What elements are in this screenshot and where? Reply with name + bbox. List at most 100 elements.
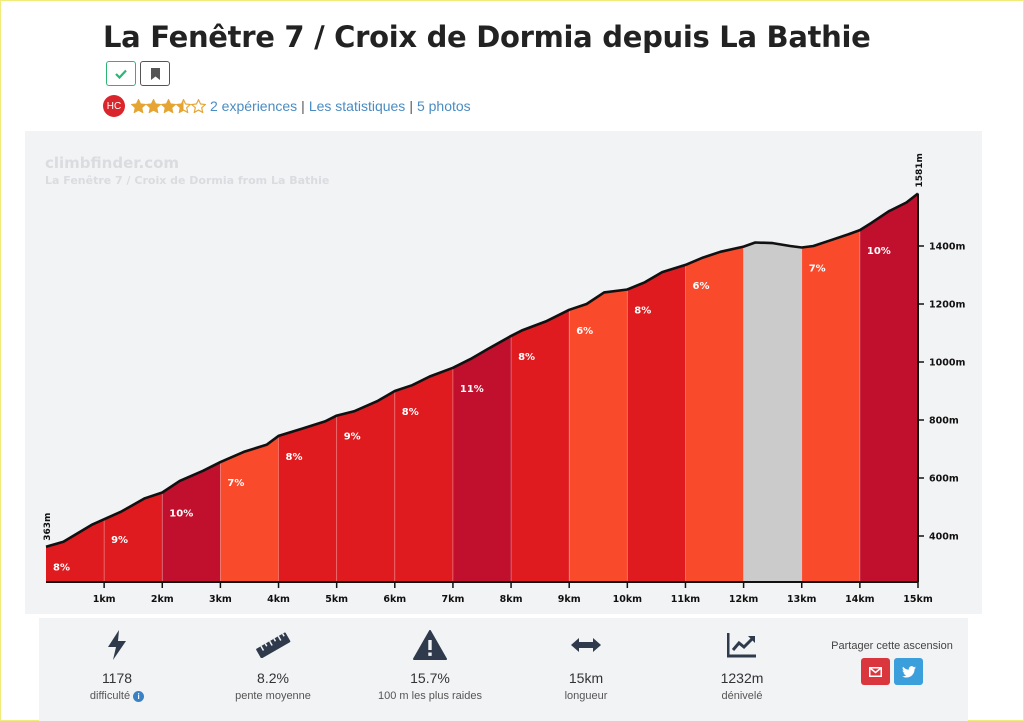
info-icon[interactable]: i <box>133 690 145 702</box>
y-tick-label: 800m <box>929 416 959 427</box>
bolt-icon <box>108 630 126 660</box>
star-icon <box>146 99 161 113</box>
x-tick-label: 12km <box>729 594 759 605</box>
arrows-h-icon <box>571 638 601 652</box>
end-elevation-label: 1581m <box>915 153 925 187</box>
steepest-label: 100 m les plus raides <box>378 690 482 702</box>
segment-grade-label: 11% <box>460 384 484 395</box>
segment-grade-label: 9% <box>344 432 361 443</box>
share-label: Partager cette ascension <box>831 640 953 652</box>
profile-chart-panel: climbfinder.com La Fenêtre 7 / Croix de … <box>25 131 982 614</box>
star-icon <box>191 99 206 113</box>
x-tick-label: 9km <box>558 594 581 605</box>
profile-segment <box>801 230 860 582</box>
bookmark-button[interactable] <box>140 61 170 86</box>
segment-grade-label: 7% <box>809 264 826 275</box>
segment-grade-label: 8% <box>518 352 535 363</box>
chart-line-icon <box>727 633 756 658</box>
x-tick-label: 14km <box>845 594 875 605</box>
stat-avg-gradient: 8.2% pente moyenne <box>198 618 348 702</box>
share-section: Partager cette ascension <box>822 640 962 685</box>
x-tick-label: 8km <box>500 594 523 605</box>
x-tick-label: 2km <box>151 594 174 605</box>
done-button[interactable] <box>106 61 136 86</box>
rating-stars <box>131 99 206 113</box>
stat-elevation: 1232m dénivelé <box>667 618 817 702</box>
profile-segment <box>336 391 395 582</box>
x-tick-label: 15km <box>903 594 933 605</box>
profile-segment <box>743 242 802 582</box>
y-tick-label: 1200m <box>929 300 965 311</box>
elevation-value: 1232m <box>720 670 764 686</box>
experiences-link[interactable]: 2 expériences <box>210 98 298 114</box>
y-tick-label: 600m <box>929 474 959 485</box>
profile-segment <box>46 519 105 582</box>
envelope-icon <box>869 666 882 677</box>
chart-watermark: climbfinder.com <box>45 154 179 172</box>
share-twitter-button[interactable] <box>894 658 923 685</box>
x-tick-label: 3km <box>209 594 232 605</box>
stats-bar: 1178 difficulté i 8.2% pente moyenne <box>39 618 968 721</box>
y-tick-label: 1000m <box>929 358 965 369</box>
length-label: longueur <box>564 690 608 702</box>
stat-steepest: 15.7% 100 m les plus raides <box>355 618 505 702</box>
profile-segment <box>859 193 918 582</box>
separator: | <box>301 98 305 114</box>
segment-grade-label: 10% <box>867 246 891 257</box>
x-tick-label: 10km <box>613 594 643 605</box>
segment-grade-label: 8% <box>634 306 651 317</box>
length-value: 15km <box>568 670 604 686</box>
avg-gradient-label: pente moyenne <box>235 690 311 702</box>
twitter-icon <box>901 665 916 678</box>
profile-segment <box>104 492 163 582</box>
profile-segment <box>511 309 570 582</box>
difficulty-label: difficulté <box>89 690 131 702</box>
star-icon <box>176 99 191 113</box>
profile-segment <box>685 246 744 582</box>
x-tick-label: 1km <box>93 594 116 605</box>
photos-link[interactable]: 5 photos <box>416 98 471 114</box>
segment-grade-label: 8% <box>402 407 419 418</box>
elevation-label: dénivelé <box>721 690 763 702</box>
profile-segment <box>452 335 512 582</box>
x-tick-label: 13km <box>787 594 817 605</box>
profile-segment <box>220 435 279 582</box>
y-tick-label: 400m <box>929 532 959 543</box>
avg-gradient-value: 8.2% <box>257 670 289 686</box>
profile-segment <box>627 264 686 582</box>
segment-grade-label: 9% <box>111 535 128 546</box>
profile-segment <box>569 289 628 582</box>
profile-line <box>45 192 919 548</box>
profile-segment <box>278 415 337 582</box>
elevation-profile-chart: climbfinder.com La Fenêtre 7 / Croix de … <box>43 153 965 605</box>
x-tick-label: 4km <box>267 594 290 605</box>
page-title: La Fenêtre 7 / Croix de Dormia depuis La… <box>103 20 871 54</box>
separator: | <box>409 98 413 114</box>
profile-segment <box>394 367 453 582</box>
share-email-button[interactable] <box>861 658 890 685</box>
y-tick-label: 1400m <box>929 242 965 253</box>
profile-segment <box>162 462 221 582</box>
bookmark-icon <box>150 67 160 80</box>
steepest-value: 15.7% <box>410 670 450 686</box>
start-elevation-label: 363m <box>43 513 53 541</box>
difficulty-value: 1178 <box>101 670 133 686</box>
segment-grade-label: 8% <box>286 452 303 463</box>
star-icon <box>131 99 146 113</box>
warning-icon <box>413 630 447 660</box>
statistics-link[interactable]: Les statistiques <box>308 98 406 114</box>
segment-grade-label: 7% <box>227 478 244 489</box>
ruler-icon <box>256 632 291 658</box>
segment-grade-label: 8% <box>53 563 70 574</box>
stat-length: 15km longueur <box>511 618 661 702</box>
chart-subtitle: La Fenêtre 7 / Croix de Dormia from La B… <box>45 174 329 187</box>
x-tick-label: 6km <box>383 594 406 605</box>
check-icon <box>115 69 127 79</box>
x-tick-label: 5km <box>325 594 348 605</box>
star-icon <box>161 99 176 113</box>
stat-difficulty: 1178 difficulté i <box>42 618 192 702</box>
segment-grade-label: 6% <box>693 281 710 292</box>
x-tick-label: 7km <box>442 594 465 605</box>
segment-grade-label: 6% <box>576 326 593 337</box>
category-badge: HC <box>103 95 125 117</box>
